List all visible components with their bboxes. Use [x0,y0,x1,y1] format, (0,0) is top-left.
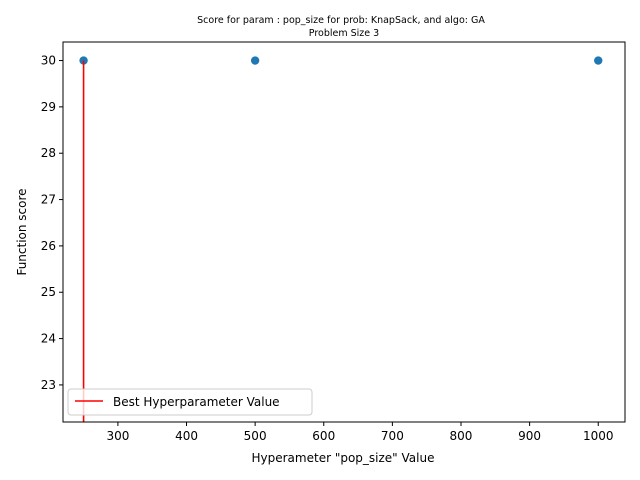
x-axis-ticks: 300 400 500 600 700 800 900 1000 [106,422,614,443]
data-point [594,56,603,65]
x-tick-label: 400 [175,429,198,443]
x-tick-label: 1000 [583,429,614,443]
x-tick-label: 900 [518,429,541,443]
y-tick-label: 26 [41,239,56,253]
plot-marks [79,56,603,422]
y-tick-label: 29 [41,100,56,114]
y-tick-label: 28 [41,146,56,160]
x-tick-label: 500 [244,429,267,443]
legend-box [67,388,313,416]
plot-frame [62,41,626,423]
x-tick-label: 700 [381,429,404,443]
chart-subtitle: Problem Size 3 [309,28,379,39]
legend-label: Best Hyperparameter Value [113,395,280,409]
y-tick-label: 23 [41,378,56,392]
y-tick-label: 30 [41,54,56,68]
y-tick-label: 27 [41,193,56,207]
data-point [250,56,260,65]
x-tick-label: 300 [106,429,129,443]
y-tick-label: 24 [41,332,56,346]
x-tick-label: 600 [312,429,335,443]
x-tick-label: 800 [450,429,473,443]
y-axis-ticks: 23 24 25 26 27 28 29 30 [41,54,63,392]
y-tick-label: 25 [41,285,56,299]
legend: Best Hyperparameter Value [67,388,313,416]
chart-title: Score for param : pop_size for prob: Kna… [197,15,485,26]
y-axis-label: Function score [15,188,29,275]
x-axis-label: Hyperameter "pop_size" Value [252,451,435,465]
